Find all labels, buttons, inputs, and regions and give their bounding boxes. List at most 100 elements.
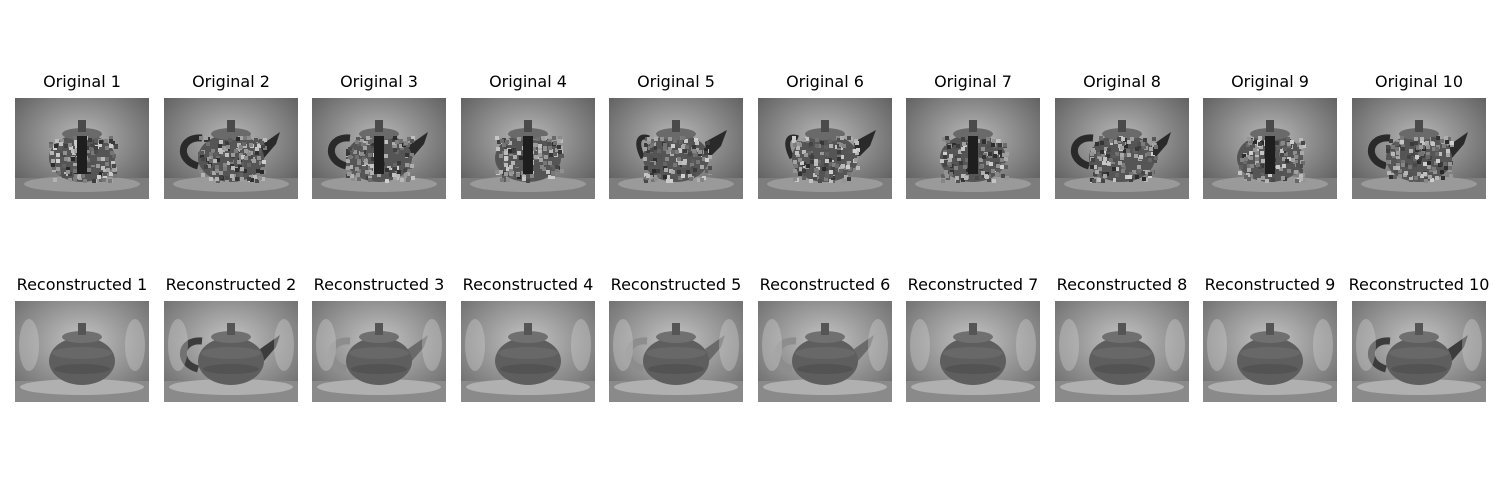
pixel-noise xyxy=(1301,161,1305,165)
pixel-noise xyxy=(256,169,260,173)
teapot-lid xyxy=(805,331,845,343)
reconstructed-image-10 xyxy=(1352,301,1486,402)
glow xyxy=(910,319,930,371)
pixel-noise xyxy=(392,141,396,145)
pixel-noise xyxy=(1423,162,1427,166)
pixel-noise xyxy=(548,146,552,150)
pixel-noise xyxy=(543,161,547,165)
pixel-noise xyxy=(393,176,397,180)
pixel-noise xyxy=(1416,146,1420,150)
pixel-noise xyxy=(1281,141,1285,145)
pixel-noise xyxy=(200,154,204,158)
pixel-noise xyxy=(541,136,545,140)
pixel-noise xyxy=(706,141,710,145)
saucer xyxy=(763,379,887,395)
pixel-noise xyxy=(105,162,109,166)
pixel-noise xyxy=(1427,161,1431,165)
pixel-noise xyxy=(407,137,411,141)
body-band xyxy=(646,347,706,359)
pixel-noise xyxy=(682,144,686,148)
body-band xyxy=(349,347,409,359)
pixel-noise xyxy=(671,170,675,174)
pixel-noise xyxy=(1444,136,1448,140)
pixel-noise xyxy=(833,171,837,175)
pixel-noise xyxy=(362,143,366,147)
pixel-noise xyxy=(1291,158,1295,162)
pixel-noise xyxy=(538,153,542,157)
pixel-noise xyxy=(96,164,100,168)
pixel-noise xyxy=(644,166,648,170)
pixel-noise xyxy=(1253,148,1257,152)
pixel-noise xyxy=(215,169,219,173)
pixel-noise xyxy=(497,140,501,144)
body-band xyxy=(351,364,407,374)
reconstructed-image-3 xyxy=(312,301,446,402)
pixel-noise xyxy=(393,148,397,152)
pixel-noise xyxy=(979,158,983,162)
pixel-noise xyxy=(660,137,664,141)
pixel-noise xyxy=(1265,179,1269,183)
pixel-noise xyxy=(1279,167,1283,171)
pixel-noise xyxy=(362,166,366,170)
pixel-noise xyxy=(1300,151,1304,155)
pixel-noise xyxy=(51,163,55,167)
pixel-noise xyxy=(1446,153,1450,157)
pixel-noise xyxy=(1249,156,1253,160)
pixel-noise xyxy=(986,161,990,165)
pixel-noise xyxy=(1282,164,1286,168)
pixel-noise xyxy=(678,161,682,165)
pixel-noise xyxy=(104,139,108,143)
reconstructed-cell-4: Reconstructed 4 xyxy=(461,273,595,403)
pixel-noise xyxy=(112,154,116,158)
pixel-noise xyxy=(204,136,208,140)
pixel-noise xyxy=(663,143,667,147)
pixel-noise xyxy=(509,165,513,169)
pixel-noise xyxy=(199,170,203,174)
saucer xyxy=(1361,176,1477,192)
pixel-noise xyxy=(558,150,562,154)
pixel-noise xyxy=(1404,171,1408,175)
pixel-noise xyxy=(57,171,61,175)
pixel-noise xyxy=(1386,160,1390,164)
reconstructed-cell-6: Reconstructed 6 xyxy=(758,273,892,403)
pixel-noise xyxy=(399,144,403,148)
pixel-noise xyxy=(1109,139,1113,143)
original-title-3: Original 3 xyxy=(340,72,418,91)
pixel-noise xyxy=(695,141,699,145)
pixel-noise xyxy=(1120,146,1124,150)
pixel-noise xyxy=(102,161,106,165)
pixel-noise xyxy=(239,145,243,149)
body-band xyxy=(203,364,259,374)
pixel-noise xyxy=(405,163,409,167)
body-band xyxy=(648,364,704,374)
teapot-spout xyxy=(1448,335,1468,361)
pixel-noise xyxy=(237,160,241,164)
pixel-noise xyxy=(981,171,985,175)
teapot-lid xyxy=(508,331,548,343)
pixel-noise xyxy=(64,144,68,148)
pixel-noise xyxy=(1100,175,1104,179)
pixel-noise xyxy=(1113,158,1117,162)
pixel-noise xyxy=(348,155,352,159)
pixel-noise xyxy=(674,146,678,150)
pixel-noise xyxy=(850,163,854,167)
pixel-noise xyxy=(502,143,506,147)
pixel-noise xyxy=(806,164,810,168)
pixel-noise xyxy=(1282,157,1286,161)
pixel-noise xyxy=(360,152,364,156)
teapot-body xyxy=(1237,337,1303,385)
original-image-8 xyxy=(1055,98,1189,199)
pixel-noise xyxy=(532,147,536,151)
pixel-noise xyxy=(647,137,651,141)
pixel-noise xyxy=(700,165,704,169)
reconstructed-cell-2: Reconstructed 2 xyxy=(164,273,298,403)
pixel-noise xyxy=(798,143,802,147)
front-handle xyxy=(968,136,978,174)
pixel-noise xyxy=(1101,153,1105,157)
pixel-noise xyxy=(405,153,409,157)
teapot-knob xyxy=(1118,323,1126,335)
pixel-noise xyxy=(499,170,503,174)
pixel-noise xyxy=(509,172,513,176)
pixel-noise xyxy=(1093,165,1097,169)
pixel-noise xyxy=(1420,137,1424,141)
